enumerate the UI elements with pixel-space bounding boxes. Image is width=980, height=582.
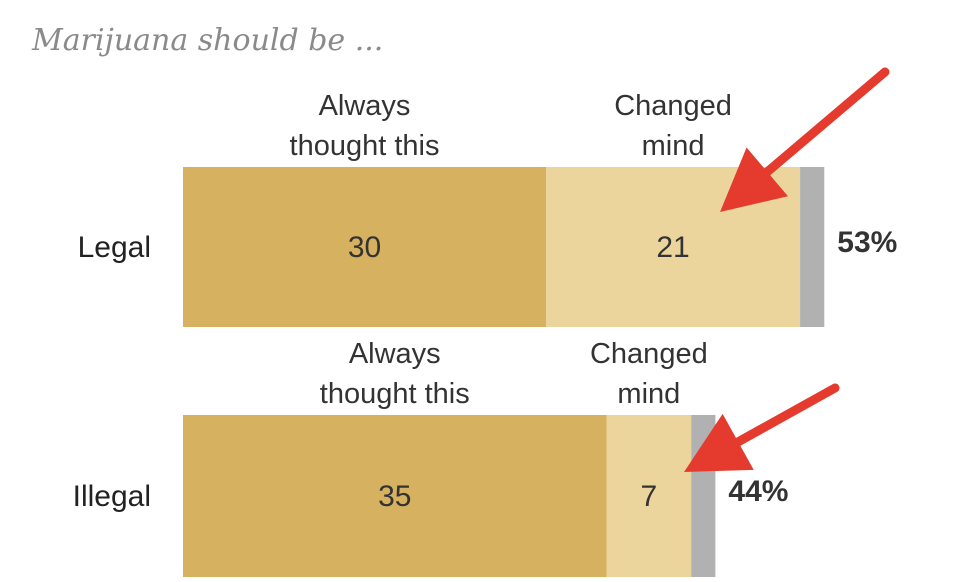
value-label-legal-1: 21 bbox=[656, 231, 689, 264]
arrow-shaft-1 bbox=[730, 383, 840, 449]
category-label-legal: Legal bbox=[78, 231, 151, 264]
series-label-legal-0-1: thought this bbox=[290, 130, 440, 162]
bar-segment-legal-2 bbox=[800, 167, 825, 327]
series-label-legal-0-0: Always bbox=[319, 90, 411, 122]
category-label-illegal: Illegal bbox=[73, 480, 151, 513]
series-label-illegal-0-1: thought this bbox=[320, 378, 470, 410]
series-label-legal-1-1: mind bbox=[642, 130, 705, 162]
series-label-illegal-1-0: Changed bbox=[590, 338, 708, 370]
series-label-illegal-1-1: mind bbox=[617, 378, 680, 410]
bar-segment-illegal-0 bbox=[183, 415, 607, 577]
total-label-legal: 53% bbox=[837, 226, 897, 259]
series-label-illegal-0-0: Always bbox=[349, 338, 441, 370]
value-label-illegal-1: 7 bbox=[641, 480, 658, 513]
chart-title: Marijuana should be ... bbox=[31, 23, 383, 58]
value-label-illegal-0: 35 bbox=[378, 480, 411, 513]
series-label-legal-1-0: Changed bbox=[614, 90, 732, 122]
arrow-head-1 bbox=[684, 413, 754, 472]
arrow-head-0 bbox=[720, 147, 788, 212]
value-label-legal-0: 30 bbox=[348, 231, 381, 264]
arrow-shaft-0 bbox=[759, 67, 890, 179]
annotation-arrows bbox=[684, 67, 890, 472]
bar-segment-legal-0 bbox=[183, 167, 546, 327]
total-label-illegal: 44% bbox=[728, 475, 788, 508]
bar-segment-illegal-1 bbox=[606, 415, 692, 577]
